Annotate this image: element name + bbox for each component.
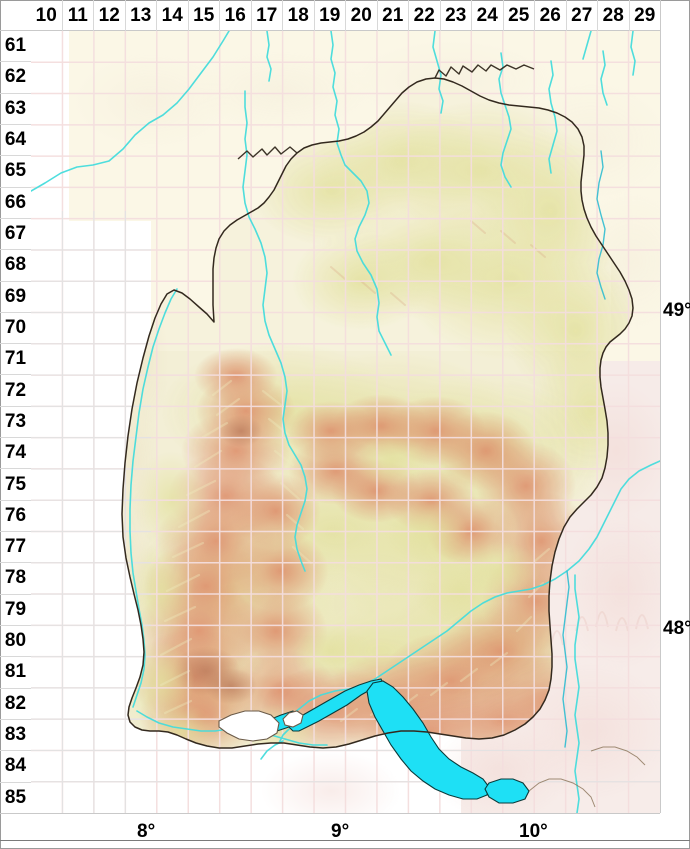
grid-column-header-19: 19 xyxy=(315,0,346,31)
map-drawing xyxy=(31,31,660,813)
grid-column-header-14: 14 xyxy=(157,0,189,31)
grid-row-header-62: 62 xyxy=(0,62,31,94)
grid-row-header-71: 71 xyxy=(0,344,31,376)
grid-row-header-74: 74 xyxy=(0,438,31,470)
grid-row-header-79: 79 xyxy=(0,595,31,626)
grid-column-header-25: 25 xyxy=(504,0,535,31)
grid-row-header-column: 61 62 63 64 65 66 67 68 69 70 71 72 73 74 75 76 77 78 79 80… xyxy=(0,31,31,813)
longitude-label-9: 9° xyxy=(331,821,350,842)
grid-row-header-73: 73 xyxy=(0,407,31,439)
grid-row-header-66: 66 xyxy=(0,188,31,219)
latitude-label-49: 49° xyxy=(663,300,690,321)
axis-bottom-line xyxy=(0,840,690,841)
longitude-label-10: 10° xyxy=(519,821,548,842)
grid-row-header-70: 70 xyxy=(0,313,31,345)
grid-row-header-80: 80 xyxy=(0,626,31,658)
grid-column-header-11: 11 xyxy=(63,0,94,31)
grid-column-header-16: 16 xyxy=(220,0,252,31)
map-bottom-line xyxy=(0,813,660,814)
enclave-areas xyxy=(218,710,304,742)
frame-left-line xyxy=(0,0,1,849)
grid-column-header-29: 29 xyxy=(634,4,656,26)
map-canvas xyxy=(31,31,660,813)
grid-column-header-23: 23 xyxy=(441,0,472,31)
longitude-label-8: 8° xyxy=(137,821,156,842)
grid-row-header-75: 75 xyxy=(0,469,31,501)
grid-row-header-72: 72 xyxy=(0,375,31,407)
grid-column-header-27: 27 xyxy=(567,0,598,31)
grid-row-header-77: 77 xyxy=(0,532,31,564)
grid-row-header-67: 67 xyxy=(0,219,31,251)
grid-column-header-13: 13 xyxy=(126,0,157,31)
latitude-label-48: 48° xyxy=(663,618,690,639)
grid-column-header-21: 21 xyxy=(378,0,409,31)
grid-column-header-15: 15 xyxy=(189,0,220,31)
grid-column-header-12: 12 xyxy=(94,0,126,31)
header-bottom-line xyxy=(0,30,660,31)
grid-row-header-65: 65 xyxy=(0,156,31,188)
grid-row-header-64: 64 xyxy=(0,125,31,157)
grid-row-header-68: 68 xyxy=(0,250,31,282)
grid-column-header-20: 20 xyxy=(346,0,378,31)
grid-row-header-82: 82 xyxy=(0,689,31,720)
grid-column-header-24: 24 xyxy=(472,0,504,31)
grid-column-header-17: 17 xyxy=(252,0,283,31)
grid-row-header-83: 83 xyxy=(0,720,31,752)
grid-row-header-78: 78 xyxy=(0,563,31,595)
frame-top-line xyxy=(0,0,690,1)
grid-row-header-85: 85 xyxy=(4,786,27,808)
grid-column-header-28: 28 xyxy=(598,0,630,31)
grid-column-header-row: 10 11 12 13 14 15 16 17 18 19 20 21 22 23 24 25 26 27 28 29 xyxy=(31,0,660,31)
grid-column-header-18: 18 xyxy=(283,0,315,31)
header-right-line xyxy=(660,0,661,813)
grid-row-header-63: 63 xyxy=(0,94,31,125)
grid-row-header-61: 61 xyxy=(0,31,31,63)
grid-row-header-69: 69 xyxy=(0,282,31,313)
grid-column-header-22: 22 xyxy=(409,0,441,31)
grid-column-header-10: 10 xyxy=(31,0,63,31)
grid-column-header-26: 26 xyxy=(535,0,567,31)
grid-row-header-76: 76 xyxy=(0,501,31,532)
grid-row-header-81: 81 xyxy=(0,657,31,689)
state-boundary xyxy=(121,77,634,749)
grid-row-header-84: 84 xyxy=(0,751,31,783)
